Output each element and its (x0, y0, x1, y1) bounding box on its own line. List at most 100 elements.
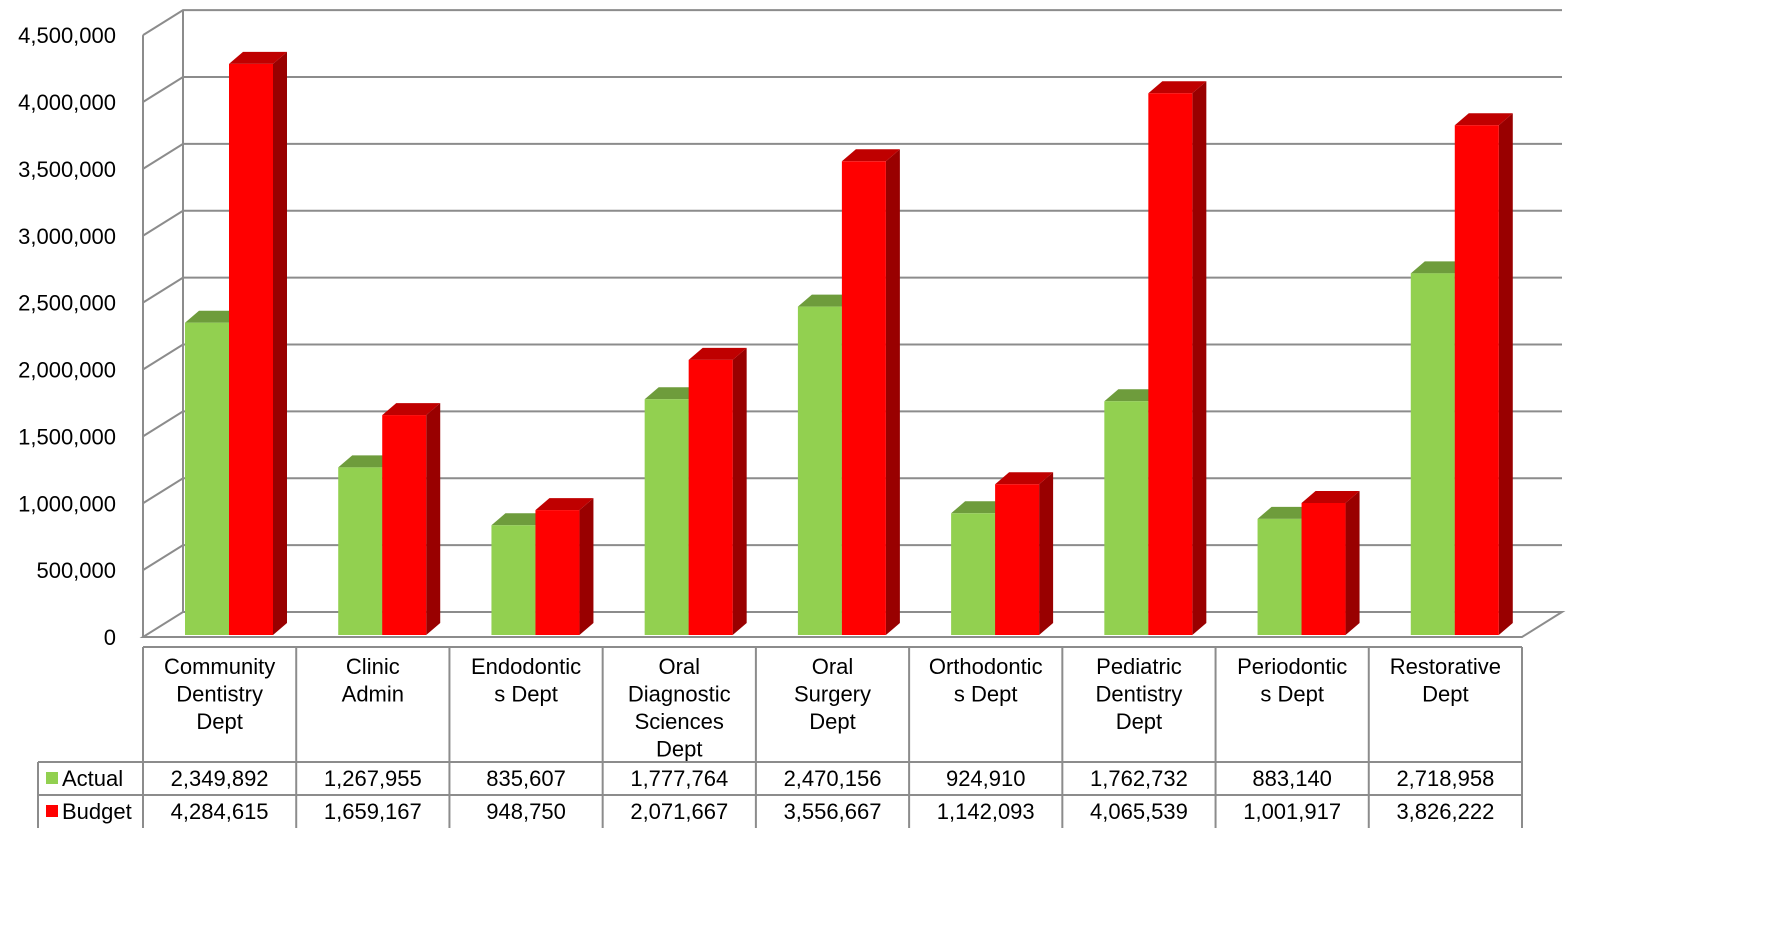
bar-actual-top (185, 310, 243, 323)
category-label: s Dept (494, 682, 558, 707)
gridline (142, 276, 1562, 304)
data-label: 1,762,732 (1090, 766, 1188, 791)
bar-budget-side (1345, 490, 1360, 635)
legend-label-actual: Actual (62, 766, 123, 791)
bar-actual-top (1257, 506, 1316, 519)
bar-actual-top (951, 501, 1010, 514)
y-tick-label: 1,500,000 (18, 424, 116, 449)
bar-actual (185, 322, 229, 635)
category-label: Restorative (1390, 654, 1501, 679)
category-label: s Dept (1260, 682, 1324, 707)
data-label: 2,349,892 (171, 766, 269, 791)
category-label: Surgery (794, 682, 871, 707)
category-label: Orthodontic (929, 654, 1043, 679)
bar-budget (382, 415, 427, 635)
bar-actual (338, 467, 383, 635)
bar-budget-top (382, 403, 441, 416)
category-label: Diagnostic (628, 682, 731, 707)
category-label: Dept (1422, 682, 1468, 707)
bar-budget (1454, 125, 1499, 636)
y-tick-label: 2,000,000 (18, 358, 116, 383)
data-label: 1,142,093 (937, 799, 1035, 824)
y-tick-label: 0 (104, 625, 116, 650)
category-label: Sciences (635, 709, 724, 734)
gridline (142, 9, 1562, 36)
bar-actual (491, 525, 536, 635)
legend-label-budget: Budget (62, 799, 132, 824)
category-label: Periodontic (1237, 654, 1347, 679)
y-tick-label: 3,500,000 (18, 157, 116, 182)
bar-budget-top (1454, 113, 1513, 126)
data-label: 1,659,167 (324, 799, 422, 824)
bar-actual (644, 399, 689, 635)
bar-actual-top (1410, 261, 1469, 274)
bar-budget-side (1192, 81, 1207, 636)
bar-actual (1257, 518, 1302, 635)
floor (139, 611, 1566, 638)
data-label: 3,556,667 (784, 799, 882, 824)
category-label: Pediatric (1096, 654, 1182, 679)
data-label: 2,470,156 (784, 766, 882, 791)
bar-budget-top (535, 498, 594, 511)
bar-budget (229, 63, 273, 636)
bar-budget-top (1301, 490, 1360, 503)
gridline (142, 142, 1562, 170)
category-label: Dept (809, 709, 855, 734)
y-tick-label: 2,500,000 (18, 291, 116, 316)
data-label: 4,284,615 (171, 799, 269, 824)
bar-budget-side (273, 51, 287, 636)
y-tick-label: 4,000,000 (18, 90, 116, 115)
legend-key-actual (46, 772, 58, 784)
bar-budget-side (885, 149, 900, 636)
data-label: 883,140 (1252, 766, 1332, 791)
data-label: 1,777,764 (630, 766, 728, 791)
bar-budget-top (1148, 81, 1207, 94)
bar-actual-top (1104, 389, 1163, 402)
category-label: Oral (812, 654, 854, 679)
y-tick-label: 1,000,000 (18, 491, 116, 516)
gridline (142, 477, 1562, 505)
category-label: Admin (342, 682, 404, 707)
data-label: 4,065,539 (1090, 799, 1188, 824)
bar-actual (797, 306, 842, 635)
bar-budget (535, 510, 580, 635)
bar-budget-top (229, 51, 287, 64)
data-label: 2,718,958 (1396, 766, 1494, 791)
y-tick-label: 500,000 (36, 558, 116, 583)
bar-actual (1104, 401, 1149, 635)
category-label: Endodontic (471, 654, 581, 679)
data-label: 1,001,917 (1243, 799, 1341, 824)
bar-budget (841, 161, 886, 636)
bar-budget-top (995, 472, 1054, 485)
category-label: Dentistry (1096, 682, 1183, 707)
data-label: 924,910 (946, 766, 1026, 791)
bar-actual (951, 513, 996, 635)
bar-budget-side (426, 403, 441, 635)
gridline (142, 343, 1562, 371)
bar-budget (1148, 93, 1193, 636)
category-label: Dept (1116, 709, 1162, 734)
y-tick-label: 4,500,000 (18, 23, 116, 48)
bar-budget-top (688, 347, 747, 360)
data-label: 2,071,667 (630, 799, 728, 824)
bar-budget-top (841, 149, 900, 162)
bar-actual-top (644, 387, 703, 400)
gridline (142, 76, 1562, 103)
category-label: Community (164, 654, 275, 679)
category-label: s Dept (954, 682, 1018, 707)
gridline (142, 209, 1562, 237)
bar-budget-side (579, 498, 594, 635)
data-label: 948,750 (486, 799, 566, 824)
gridline (142, 544, 1562, 571)
category-label: Clinic (346, 654, 400, 679)
bar-actual (1410, 273, 1455, 635)
data-label: 3,826,222 (1396, 799, 1494, 824)
category-label: Dentistry (176, 682, 263, 707)
gridline (142, 410, 1562, 438)
category-label: Dept (196, 709, 242, 734)
y-tick-label: 3,000,000 (18, 224, 116, 249)
bar-budget-side (1039, 472, 1054, 635)
data-label: 1,267,955 (324, 766, 422, 791)
bar-budget (995, 484, 1040, 635)
